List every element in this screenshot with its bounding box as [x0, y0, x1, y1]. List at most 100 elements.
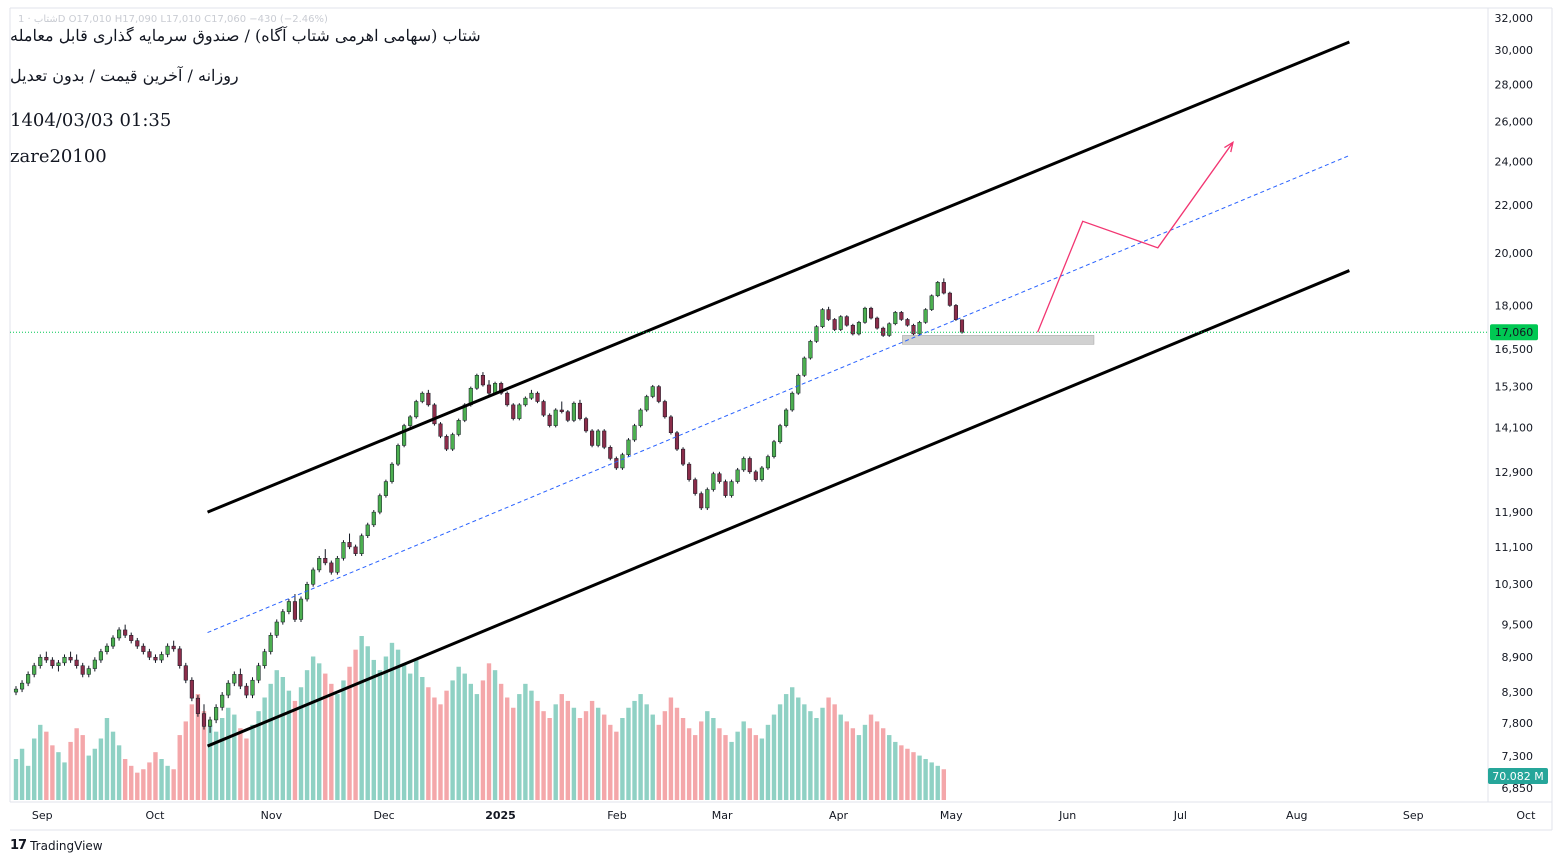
candle-body [214, 707, 219, 721]
candle-body [80, 665, 85, 675]
volume-bar [771, 714, 777, 800]
volume-bar [935, 765, 940, 800]
candle-body [311, 569, 316, 585]
candle-body [923, 309, 928, 323]
candle-body [511, 404, 516, 419]
candle-body [220, 694, 225, 708]
candle-body [359, 535, 364, 554]
candle-body [668, 416, 673, 433]
candle-body [408, 416, 413, 426]
y-tick-label: 18,000 [1495, 299, 1534, 312]
candle-body [705, 489, 710, 509]
x-tick-label: 2025 [485, 809, 516, 822]
candle-body [959, 319, 965, 333]
candle-body [159, 654, 164, 661]
y-tick-label: 11,100 [1495, 541, 1534, 554]
volume-bar [517, 694, 522, 800]
candle-body [796, 375, 801, 394]
chart-title: شتاب (سهامی اهرمی شتاب آگاه) / صندوق سرم… [10, 26, 481, 45]
volume-bar [759, 738, 765, 800]
volume-bar [104, 718, 110, 800]
volume-bar [280, 677, 286, 800]
volume-bar [777, 704, 783, 800]
y-tick-label: 28,000 [1495, 79, 1534, 92]
volume-badge [1488, 768, 1548, 784]
volume-bar [68, 741, 73, 800]
x-tick-label: Nov [261, 809, 283, 822]
volume-bar [650, 714, 655, 800]
volume-bar [74, 728, 79, 800]
tradingview-logo[interactable]: 17 TradingView [10, 838, 103, 853]
volume-bar [692, 735, 698, 800]
candle-body [395, 445, 401, 465]
volume-bar [147, 762, 152, 800]
candle-body [256, 665, 261, 681]
volume-bar [917, 755, 922, 800]
volume-bar [547, 718, 552, 800]
candle-body [341, 542, 346, 559]
volume-bar [887, 735, 892, 800]
volume-bar [614, 731, 619, 800]
candle-body [317, 558, 322, 571]
volume-bar [201, 711, 207, 800]
candle-body [784, 409, 789, 426]
volume-bar [893, 741, 898, 800]
candle-body [583, 418, 589, 432]
volume-bar [31, 738, 37, 800]
candle-body [86, 668, 91, 675]
volume-bar [644, 704, 649, 800]
volume-bar [753, 735, 759, 800]
tradingview-icon: 17 [10, 838, 27, 853]
volume-bar [56, 752, 61, 800]
candle-body [274, 621, 279, 636]
volume-bar [911, 752, 916, 800]
volume-bar [62, 762, 67, 800]
volume-bar [583, 711, 589, 800]
channel-upper-line [206, 40, 1350, 514]
candle-body [747, 458, 752, 473]
x-tick-label: Jul [1173, 809, 1187, 822]
y-tick-label: 11,900 [1495, 506, 1534, 519]
volume-bar [395, 649, 401, 800]
candle-body [505, 392, 510, 406]
candle-body [608, 447, 613, 459]
candle-body [74, 659, 79, 666]
candle-body [517, 404, 522, 419]
volume-bar [729, 741, 734, 800]
volume-bar [86, 755, 91, 800]
candle-body [183, 665, 188, 681]
chart-datetime: 1404/03/03 01:35 [10, 110, 172, 131]
candle-body [547, 414, 552, 426]
volume-bar [38, 724, 43, 800]
volume-bar [929, 762, 934, 800]
y-tick-label: 26,000 [1495, 116, 1534, 129]
candle-body [432, 404, 437, 425]
volume-bar [468, 683, 474, 800]
volume-bar [462, 673, 467, 800]
candle-body [717, 473, 722, 482]
volume-bar [456, 666, 461, 800]
candle-body [456, 420, 461, 435]
volume-bar [559, 694, 564, 800]
volume-bar [899, 745, 904, 800]
y-tick-label: 15,300 [1495, 381, 1534, 394]
candle-body [596, 430, 601, 446]
volume-bar [668, 697, 674, 800]
volume-bar [438, 704, 443, 800]
candle-body [941, 282, 946, 294]
volume-bar [50, 745, 55, 800]
volume-bar [820, 707, 825, 800]
volume-bar [868, 714, 874, 800]
candle-body [208, 719, 213, 727]
volume-badge-label: 70.082 M [1492, 770, 1543, 783]
candle-body [590, 430, 595, 446]
candle-body [286, 601, 291, 612]
volume-bar [135, 772, 140, 800]
candle-body [474, 375, 479, 389]
candle-body [262, 651, 267, 666]
candle-body [523, 397, 528, 406]
candle-body [765, 456, 770, 469]
volume-bar [244, 738, 249, 800]
